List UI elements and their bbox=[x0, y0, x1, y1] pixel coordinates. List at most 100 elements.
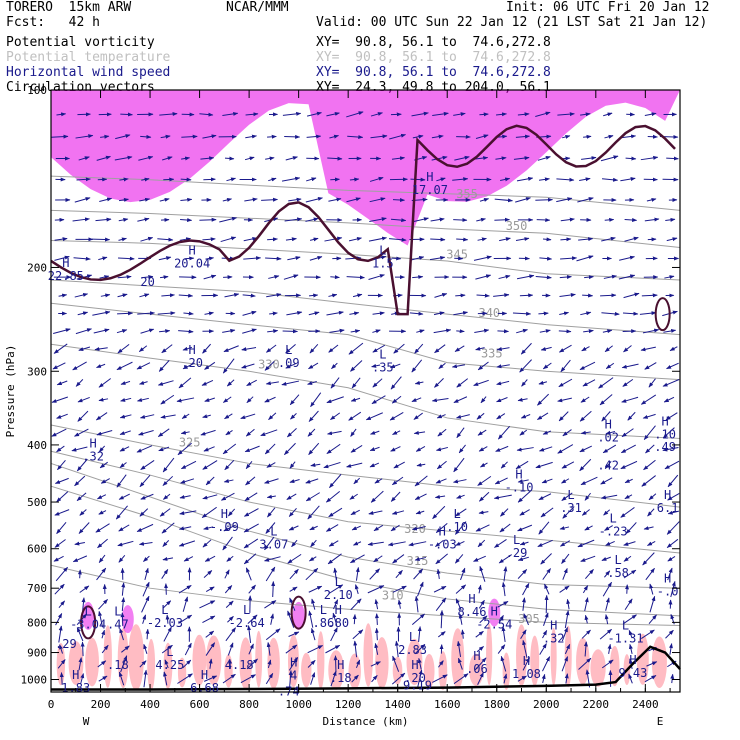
circulation-vector bbox=[78, 346, 91, 351]
extremum-marker: H bbox=[439, 525, 446, 539]
circulation-vector bbox=[495, 112, 507, 117]
circulation-vector bbox=[435, 553, 448, 565]
circulation-vector bbox=[120, 380, 131, 385]
wind-speed-fill bbox=[636, 633, 649, 685]
circulation-vector bbox=[327, 430, 342, 436]
y-tick-label: 600 bbox=[27, 543, 47, 556]
circulation-vector bbox=[619, 255, 635, 261]
circulation-vector bbox=[599, 628, 612, 640]
circulation-vector bbox=[437, 428, 447, 437]
circulation-vector bbox=[246, 658, 258, 670]
circulation-vector bbox=[139, 380, 148, 385]
circulation-vector bbox=[138, 155, 154, 161]
theta-label-335: 335 bbox=[481, 347, 503, 361]
circulation-vector bbox=[101, 644, 109, 654]
circulation-vector bbox=[240, 674, 256, 684]
extremum-marker: H bbox=[337, 658, 344, 672]
extremum-marker: L bbox=[270, 525, 277, 539]
circulation-vector bbox=[351, 674, 359, 683]
circulation-vector bbox=[561, 627, 568, 642]
circulation-vector bbox=[79, 509, 87, 516]
wind-speed-fill bbox=[301, 652, 312, 688]
circulation-vector bbox=[605, 540, 615, 546]
circulation-vector bbox=[305, 217, 319, 222]
circulation-vector bbox=[74, 475, 86, 487]
circulation-vector bbox=[75, 328, 92, 335]
extremum-value: .32 bbox=[543, 631, 565, 645]
circulation-vector bbox=[241, 347, 257, 352]
circulation-vector bbox=[519, 541, 529, 546]
circulation-vector bbox=[623, 555, 632, 562]
extremum-value: .06 bbox=[466, 662, 488, 676]
circulation-vector bbox=[670, 580, 676, 598]
y-tick-label: 800 bbox=[27, 616, 47, 629]
circulation-vector bbox=[620, 444, 636, 454]
circulation-vector bbox=[267, 329, 279, 334]
circulation-vector bbox=[222, 536, 233, 551]
circulation-vector bbox=[266, 344, 277, 353]
circulation-vector bbox=[222, 358, 235, 374]
circulation-vector bbox=[410, 177, 426, 182]
circulation-vector bbox=[80, 673, 85, 684]
wind-speed-fill bbox=[469, 653, 484, 687]
extremum-marker: L bbox=[320, 603, 327, 617]
circulation-vector bbox=[558, 411, 569, 422]
circulation-vector bbox=[374, 627, 379, 641]
circulation-vector bbox=[75, 134, 94, 139]
forecast-hour: Fcst: 42 h bbox=[6, 15, 100, 30]
circulation-vector bbox=[625, 522, 637, 534]
circulation-vector bbox=[71, 446, 88, 452]
circulation-vector bbox=[118, 256, 135, 261]
circulation-vector bbox=[477, 361, 489, 371]
circulation-vector bbox=[541, 478, 553, 484]
extremum-value: 2.10 bbox=[324, 588, 353, 602]
circulation-vector bbox=[581, 156, 597, 161]
extremum-marker: L bbox=[513, 533, 520, 547]
extremum-marker: H bbox=[201, 668, 208, 682]
wind-speed-fill bbox=[590, 649, 606, 687]
circulation-vector bbox=[670, 673, 675, 684]
circulation-vector bbox=[136, 397, 149, 402]
pv-tropopause-line bbox=[50, 124, 676, 316]
circulation-vector bbox=[640, 394, 657, 405]
circulation-vector bbox=[579, 361, 596, 371]
circulation-vector bbox=[98, 510, 107, 515]
legend-pv-label: Potential vorticity bbox=[6, 35, 155, 50]
circulation-vector bbox=[75, 379, 84, 387]
circulation-vector bbox=[74, 541, 86, 546]
circulation-vector bbox=[368, 236, 388, 242]
circulation-vector bbox=[161, 644, 173, 654]
circulation-vector bbox=[669, 346, 678, 352]
circulation-vector bbox=[205, 476, 215, 486]
circulation-vector bbox=[264, 478, 279, 484]
circulation-vector bbox=[265, 566, 276, 582]
circulation-vector bbox=[666, 237, 678, 242]
circulation-vector bbox=[141, 595, 150, 613]
circulation-vector bbox=[266, 642, 271, 656]
circulation-vector bbox=[411, 526, 426, 531]
circulation-vector bbox=[305, 197, 323, 203]
circulation-vector bbox=[605, 597, 610, 611]
circulation-vector bbox=[203, 570, 213, 579]
theta-label-305: 305 bbox=[518, 612, 540, 626]
circulation-vector bbox=[478, 510, 489, 515]
circulation-vector bbox=[227, 642, 234, 656]
circulation-vector bbox=[582, 379, 596, 387]
circulation-vector bbox=[434, 344, 446, 354]
circulation-vector bbox=[178, 540, 196, 547]
circulation-vector bbox=[584, 275, 594, 280]
circulation-vector bbox=[80, 641, 85, 657]
extremum-marker: H bbox=[664, 488, 671, 502]
circulation-vector bbox=[476, 412, 485, 420]
circulation-vector bbox=[268, 274, 280, 279]
circulation-vector bbox=[538, 446, 553, 452]
circulation-vector bbox=[57, 659, 66, 669]
circulation-vector bbox=[242, 293, 256, 298]
circulation-vector bbox=[81, 597, 86, 611]
extremum-value: .47 bbox=[107, 618, 129, 632]
circulation-vector bbox=[374, 598, 379, 610]
circulation-vector bbox=[309, 256, 323, 261]
circulation-vector bbox=[310, 539, 317, 548]
y-tick-label: 1000 bbox=[21, 674, 48, 687]
circulation-vector bbox=[307, 659, 316, 668]
